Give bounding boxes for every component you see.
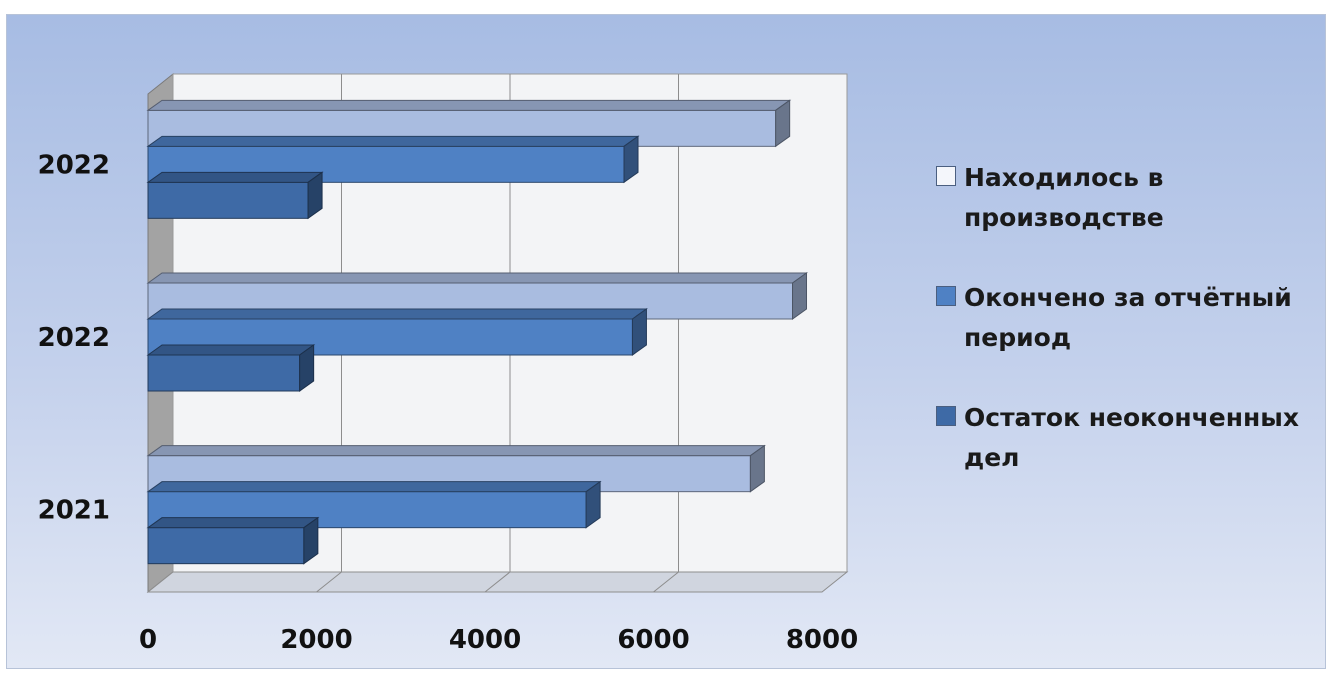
bar-end [775,99,791,148]
bar [147,181,309,219]
bars [146,99,809,565]
bar-top [146,445,766,457]
legend-label-completed: Окончено за отчётный период [964,283,1292,352]
bar-end [303,516,319,565]
x-tick-label: 0 [139,625,157,655]
legend-item-remaining: Остаток неоконченных дел [930,398,1320,478]
bar-end [585,480,601,529]
bar-end [792,272,808,320]
legend-swatch-completed [936,286,956,306]
x-tick-label: 6000 [617,625,689,655]
gridline-floor [316,571,342,593]
legend-item-in-production: Находилось в производстве [930,158,1320,238]
bar-end [631,308,647,356]
y-category-label: 2021 [38,496,110,526]
bar [147,527,305,565]
axis-labels: 0 2000 4000 6000 8000 2021 2022 2022 [38,150,859,655]
x-tick-label: 2000 [280,625,352,655]
bar-end [307,171,323,220]
legend: Находилось в производстве Окончено за от… [930,158,1320,518]
legend-item-completed: Окончено за отчётный период [930,278,1320,358]
legend-swatch-remaining [936,406,956,426]
bar-top [146,272,809,284]
gridline-floor [653,571,679,593]
bar-group [146,171,324,220]
bar-top [146,135,640,147]
bar-group [146,272,809,320]
bar-group [146,516,320,565]
bar-top [146,517,320,529]
bar-end [299,344,315,392]
gridline-floor [484,571,511,593]
x-tick-label: 4000 [449,625,521,655]
bar [147,145,625,183]
y-category-label: 2022 [38,323,110,353]
bar-group [146,344,316,392]
legend-swatch-in-production [936,166,956,186]
y-category-label: 2022 [38,150,110,180]
bar-group [146,99,792,148]
bar-end [623,135,639,184]
bar-top [146,308,648,320]
bar-end [749,444,765,493]
bar-top [146,344,316,356]
bar-top [146,171,324,183]
legend-label-in-production: Находилось в производстве [964,163,1164,232]
bar [147,354,301,392]
x-tick-label: 8000 [786,625,858,655]
bar-group [146,135,640,184]
bar-top [146,99,792,111]
legend-label-remaining: Остаток неоконченных дел [964,403,1299,472]
bar-top [146,481,602,493]
